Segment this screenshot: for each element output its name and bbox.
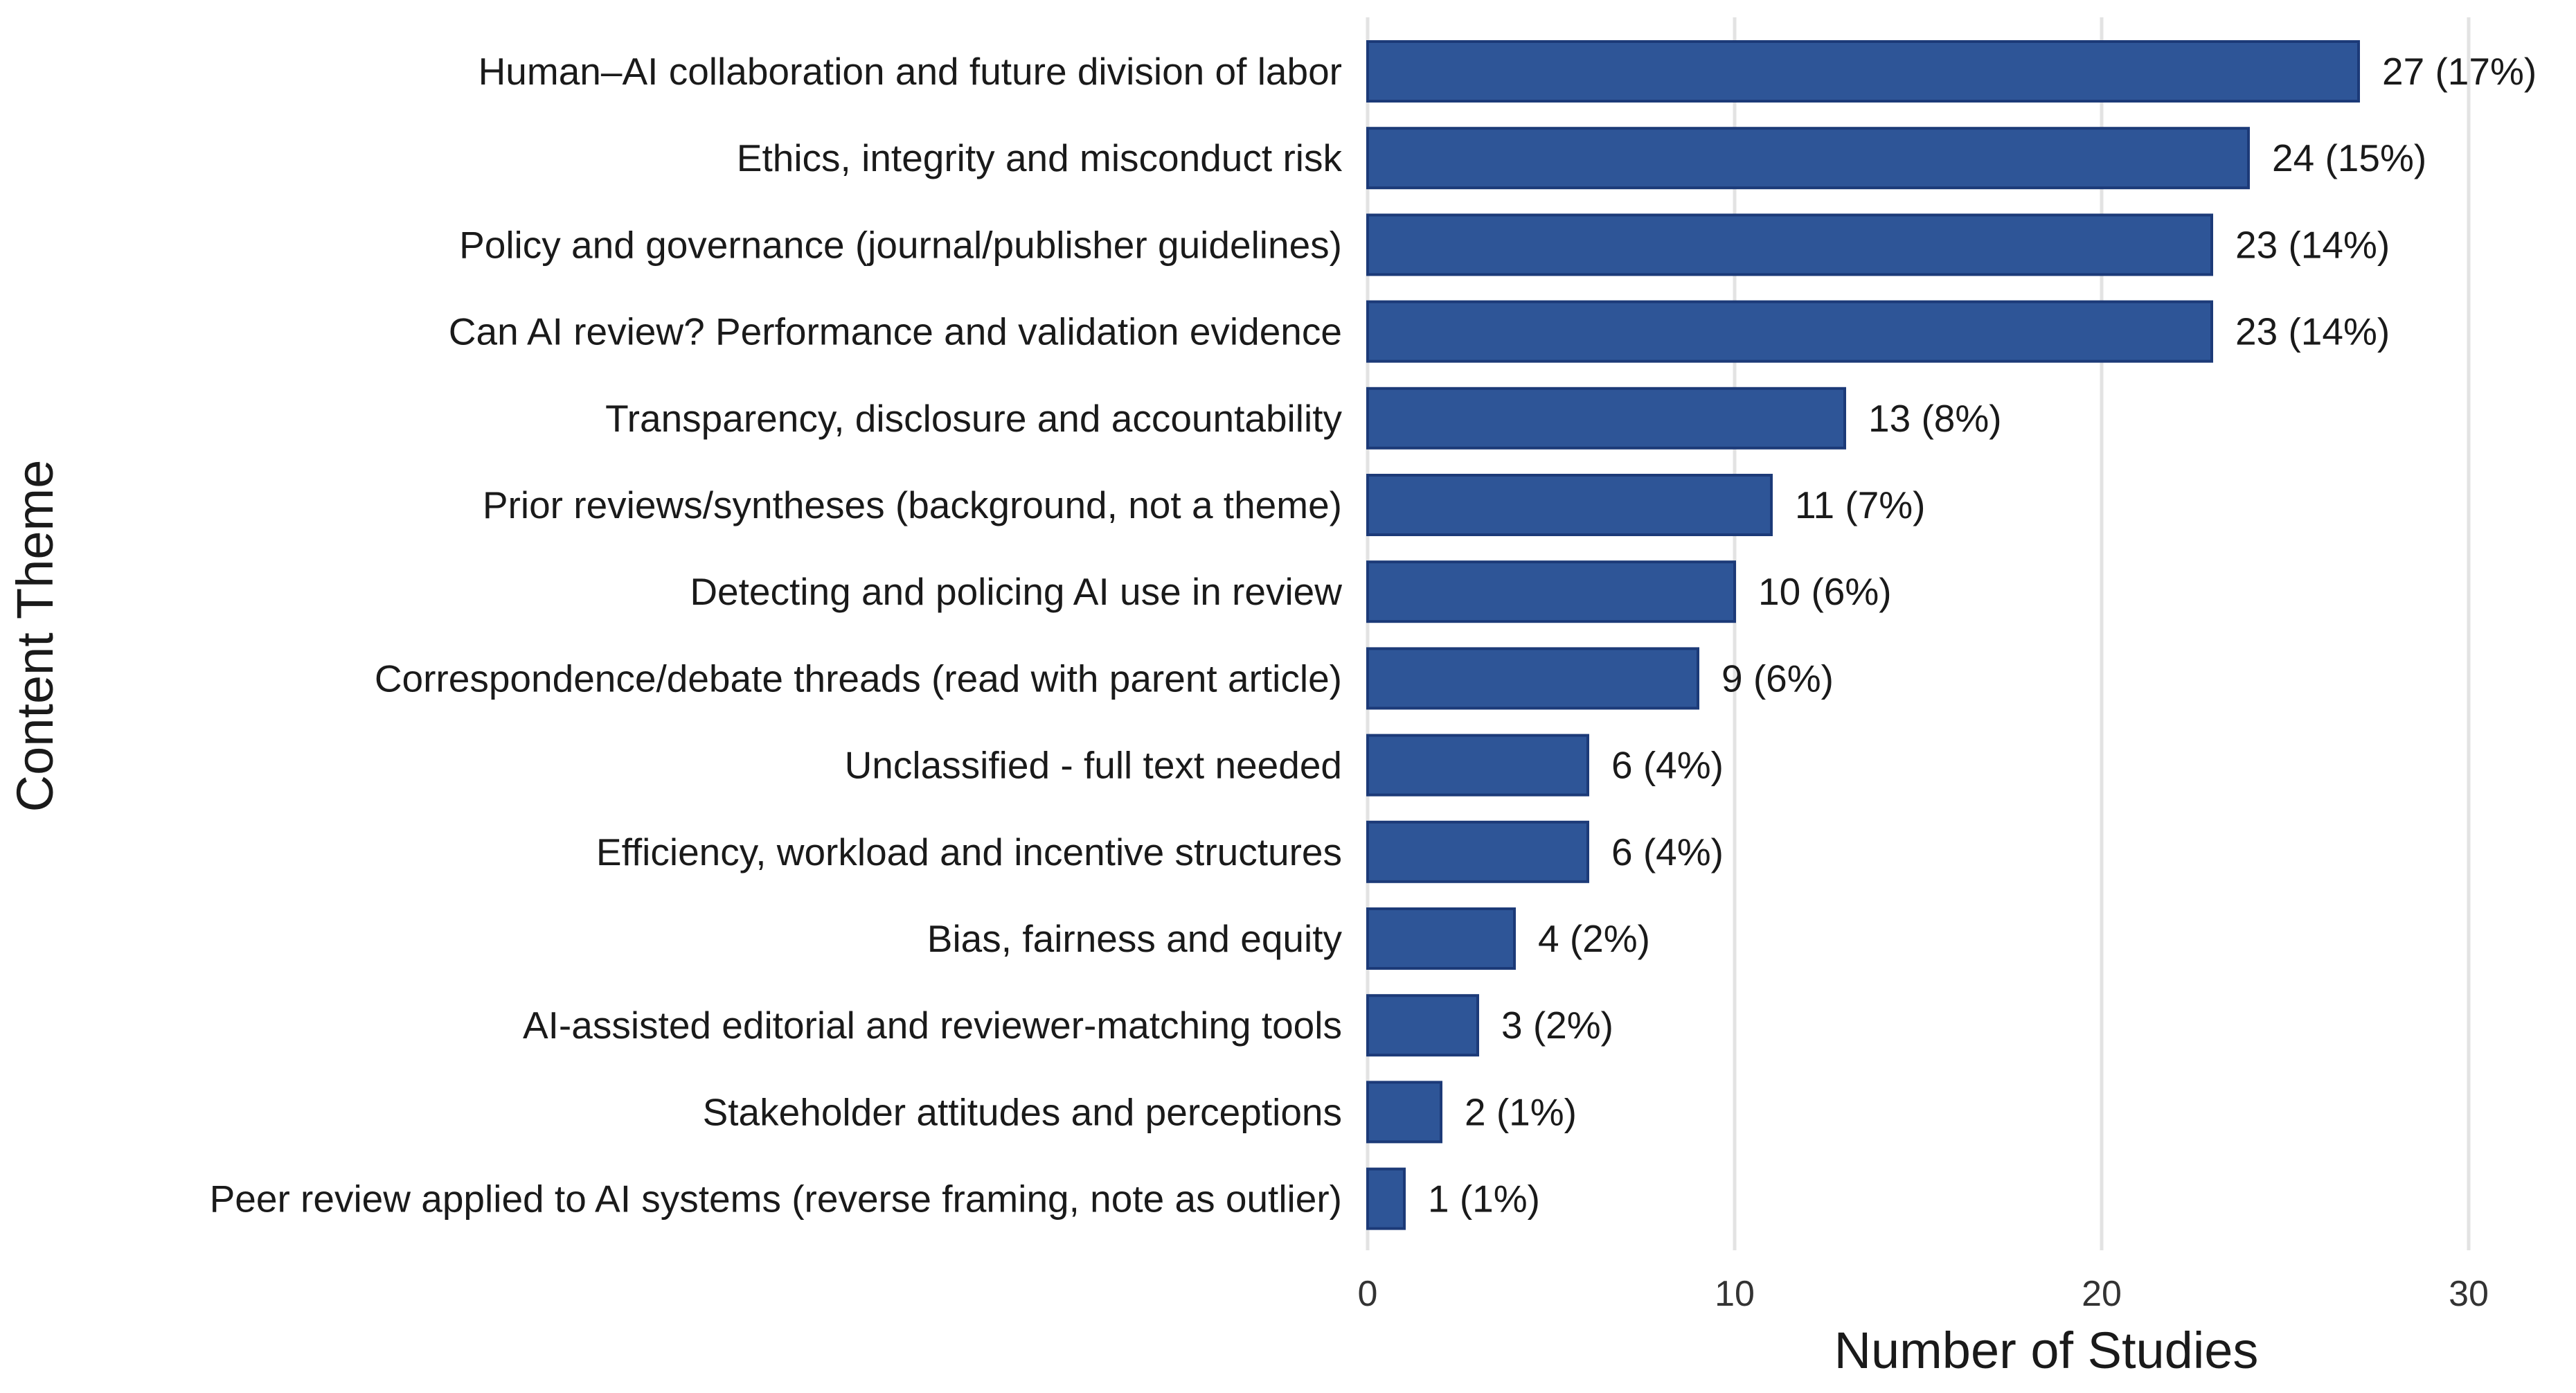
- data-label: 13 (8%): [1868, 397, 2002, 440]
- category-label: Stakeholder attitudes and perceptions: [703, 1090, 1342, 1133]
- data-label: 6 (4%): [1611, 831, 1724, 873]
- data-label: 6 (4%): [1611, 744, 1724, 787]
- bar: [1366, 213, 2213, 276]
- data-labels: 27 (17%) 24 (15%) 23 (14%) 23 (14%) 13 (8%) 1…: [1428, 50, 2537, 1221]
- data-label: 2 (1%): [1465, 1090, 1577, 1133]
- data-label: 9 (6%): [1721, 657, 1834, 700]
- data-label: 1 (1%): [1428, 1178, 1540, 1221]
- category-label: Peer review applied to AI systems (rever…: [210, 1178, 1342, 1221]
- x-tick-30: 30: [2449, 1274, 2489, 1314]
- y-axis-title: Content Theme: [6, 460, 64, 813]
- category-label: Prior reviews/syntheses (background, not…: [483, 483, 1342, 526]
- category-label: AI-assisted editorial and reviewer-match…: [523, 1004, 1342, 1047]
- bar: [1366, 994, 1479, 1057]
- bar: [1366, 647, 1699, 710]
- bar: [1366, 127, 2250, 190]
- data-label: 23 (14%): [2235, 310, 2390, 353]
- category-label: Can AI review? Performance and validatio…: [449, 310, 1342, 353]
- bar: [1366, 1081, 1442, 1144]
- data-label: 27 (17%): [2382, 50, 2537, 93]
- bar: [1366, 387, 1846, 450]
- bars: [1366, 40, 2360, 1230]
- category-label: Efficiency, workload and incentive struc…: [596, 831, 1342, 873]
- x-tick-labels: 0 10 20 30: [1358, 1274, 2489, 1314]
- category-label: Policy and governance (journal/publisher…: [459, 223, 1342, 266]
- bar: [1366, 820, 1589, 883]
- data-label: 4 (2%): [1538, 917, 1650, 960]
- data-label: 10 (6%): [1758, 570, 1892, 613]
- category-label: Human–AI collaboration and future divisi…: [478, 50, 1342, 93]
- category-label: Detecting and policing AI use in review: [690, 570, 1342, 613]
- bar: [1366, 40, 2360, 103]
- bar: [1366, 734, 1589, 797]
- data-label: 23 (14%): [2235, 223, 2390, 266]
- category-labels: Human–AI collaboration and future divisi…: [210, 50, 1343, 1221]
- category-label: Ethics, integrity and misconduct risk: [737, 136, 1343, 179]
- data-label: 24 (15%): [2272, 136, 2426, 179]
- x-tick-10: 10: [1715, 1274, 1755, 1314]
- bar: [1366, 474, 1773, 536]
- category-label: Correspondence/debate threads (read with…: [375, 657, 1342, 700]
- x-tick-0: 0: [1358, 1274, 1378, 1314]
- category-label: Bias, fairness and equity: [927, 917, 1343, 960]
- bar: [1366, 1167, 1406, 1230]
- data-label: 3 (2%): [1501, 1004, 1613, 1047]
- bar: [1366, 300, 2213, 363]
- x-tick-20: 20: [2082, 1274, 2122, 1314]
- category-label: Unclassified - full text needed: [845, 744, 1342, 787]
- data-label: 11 (7%): [1795, 483, 1926, 526]
- x-axis-title: Number of Studies: [1834, 1322, 2259, 1379]
- bar: [1366, 560, 1736, 623]
- gridlines: [1366, 17, 2471, 1250]
- bar: [1366, 907, 1516, 970]
- category-label: Transparency, disclosure and accountabil…: [605, 397, 1342, 440]
